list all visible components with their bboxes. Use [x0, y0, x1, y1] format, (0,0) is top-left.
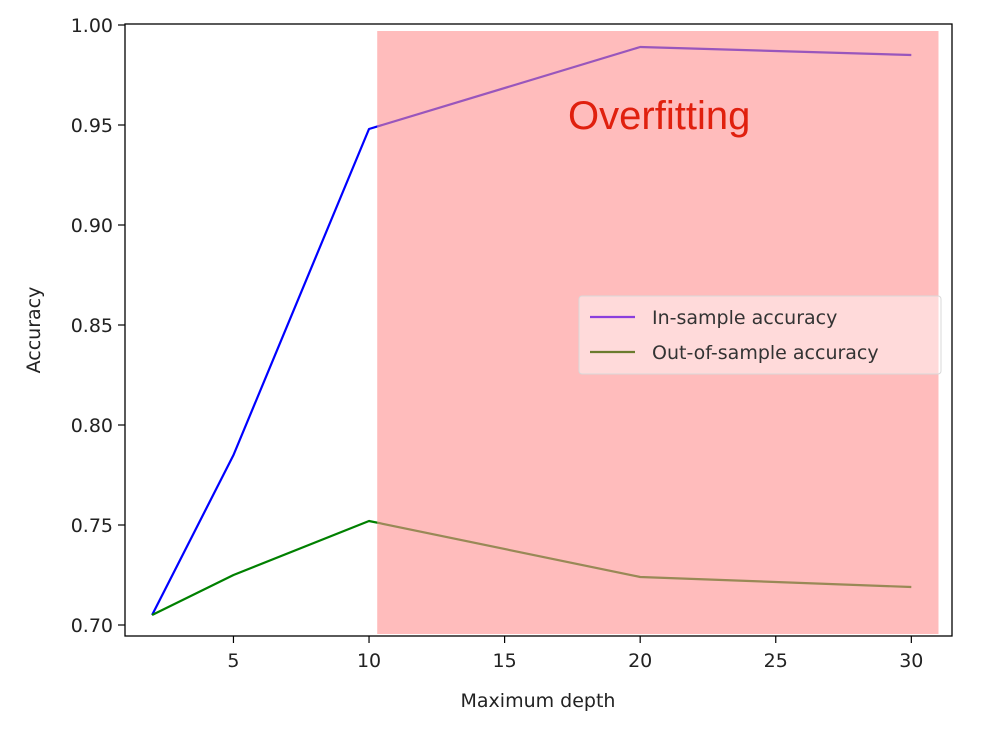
x-tick-label: 10	[357, 650, 381, 672]
x-tick-label: 25	[764, 650, 788, 672]
x-tick-label: 30	[899, 650, 923, 672]
overfitting-region	[377, 31, 939, 634]
y-tick-label: 0.90	[71, 215, 113, 237]
x-tick-label: 5	[227, 650, 239, 672]
legend-box	[578, 295, 942, 375]
x-axis-ticks: 5 10 15 20 25 30	[227, 636, 923, 672]
x-axis-label: Maximum depth	[461, 690, 616, 712]
legend: In-sample accuracy Out-of-sample accurac…	[578, 295, 942, 375]
y-tick-label: 1.00	[71, 15, 113, 37]
y-axis-ticks: 0.70 0.75 0.80 0.85 0.90 0.95 1.00	[71, 15, 125, 637]
legend-in-sample-label: In-sample accuracy	[652, 307, 837, 329]
y-tick-label: 0.75	[71, 515, 113, 537]
x-tick-label: 20	[628, 650, 652, 672]
legend-out-of-sample-label: Out-of-sample accuracy	[652, 342, 879, 364]
y-tick-label: 0.80	[71, 415, 113, 437]
y-tick-label: 0.95	[71, 115, 113, 137]
x-tick-label: 15	[493, 650, 517, 672]
y-tick-label: 0.85	[71, 315, 113, 337]
y-tick-label: 0.70	[71, 615, 113, 637]
overfitting-annotation: Overfitting	[568, 94, 750, 138]
y-axis-label: Accuracy	[23, 287, 45, 374]
